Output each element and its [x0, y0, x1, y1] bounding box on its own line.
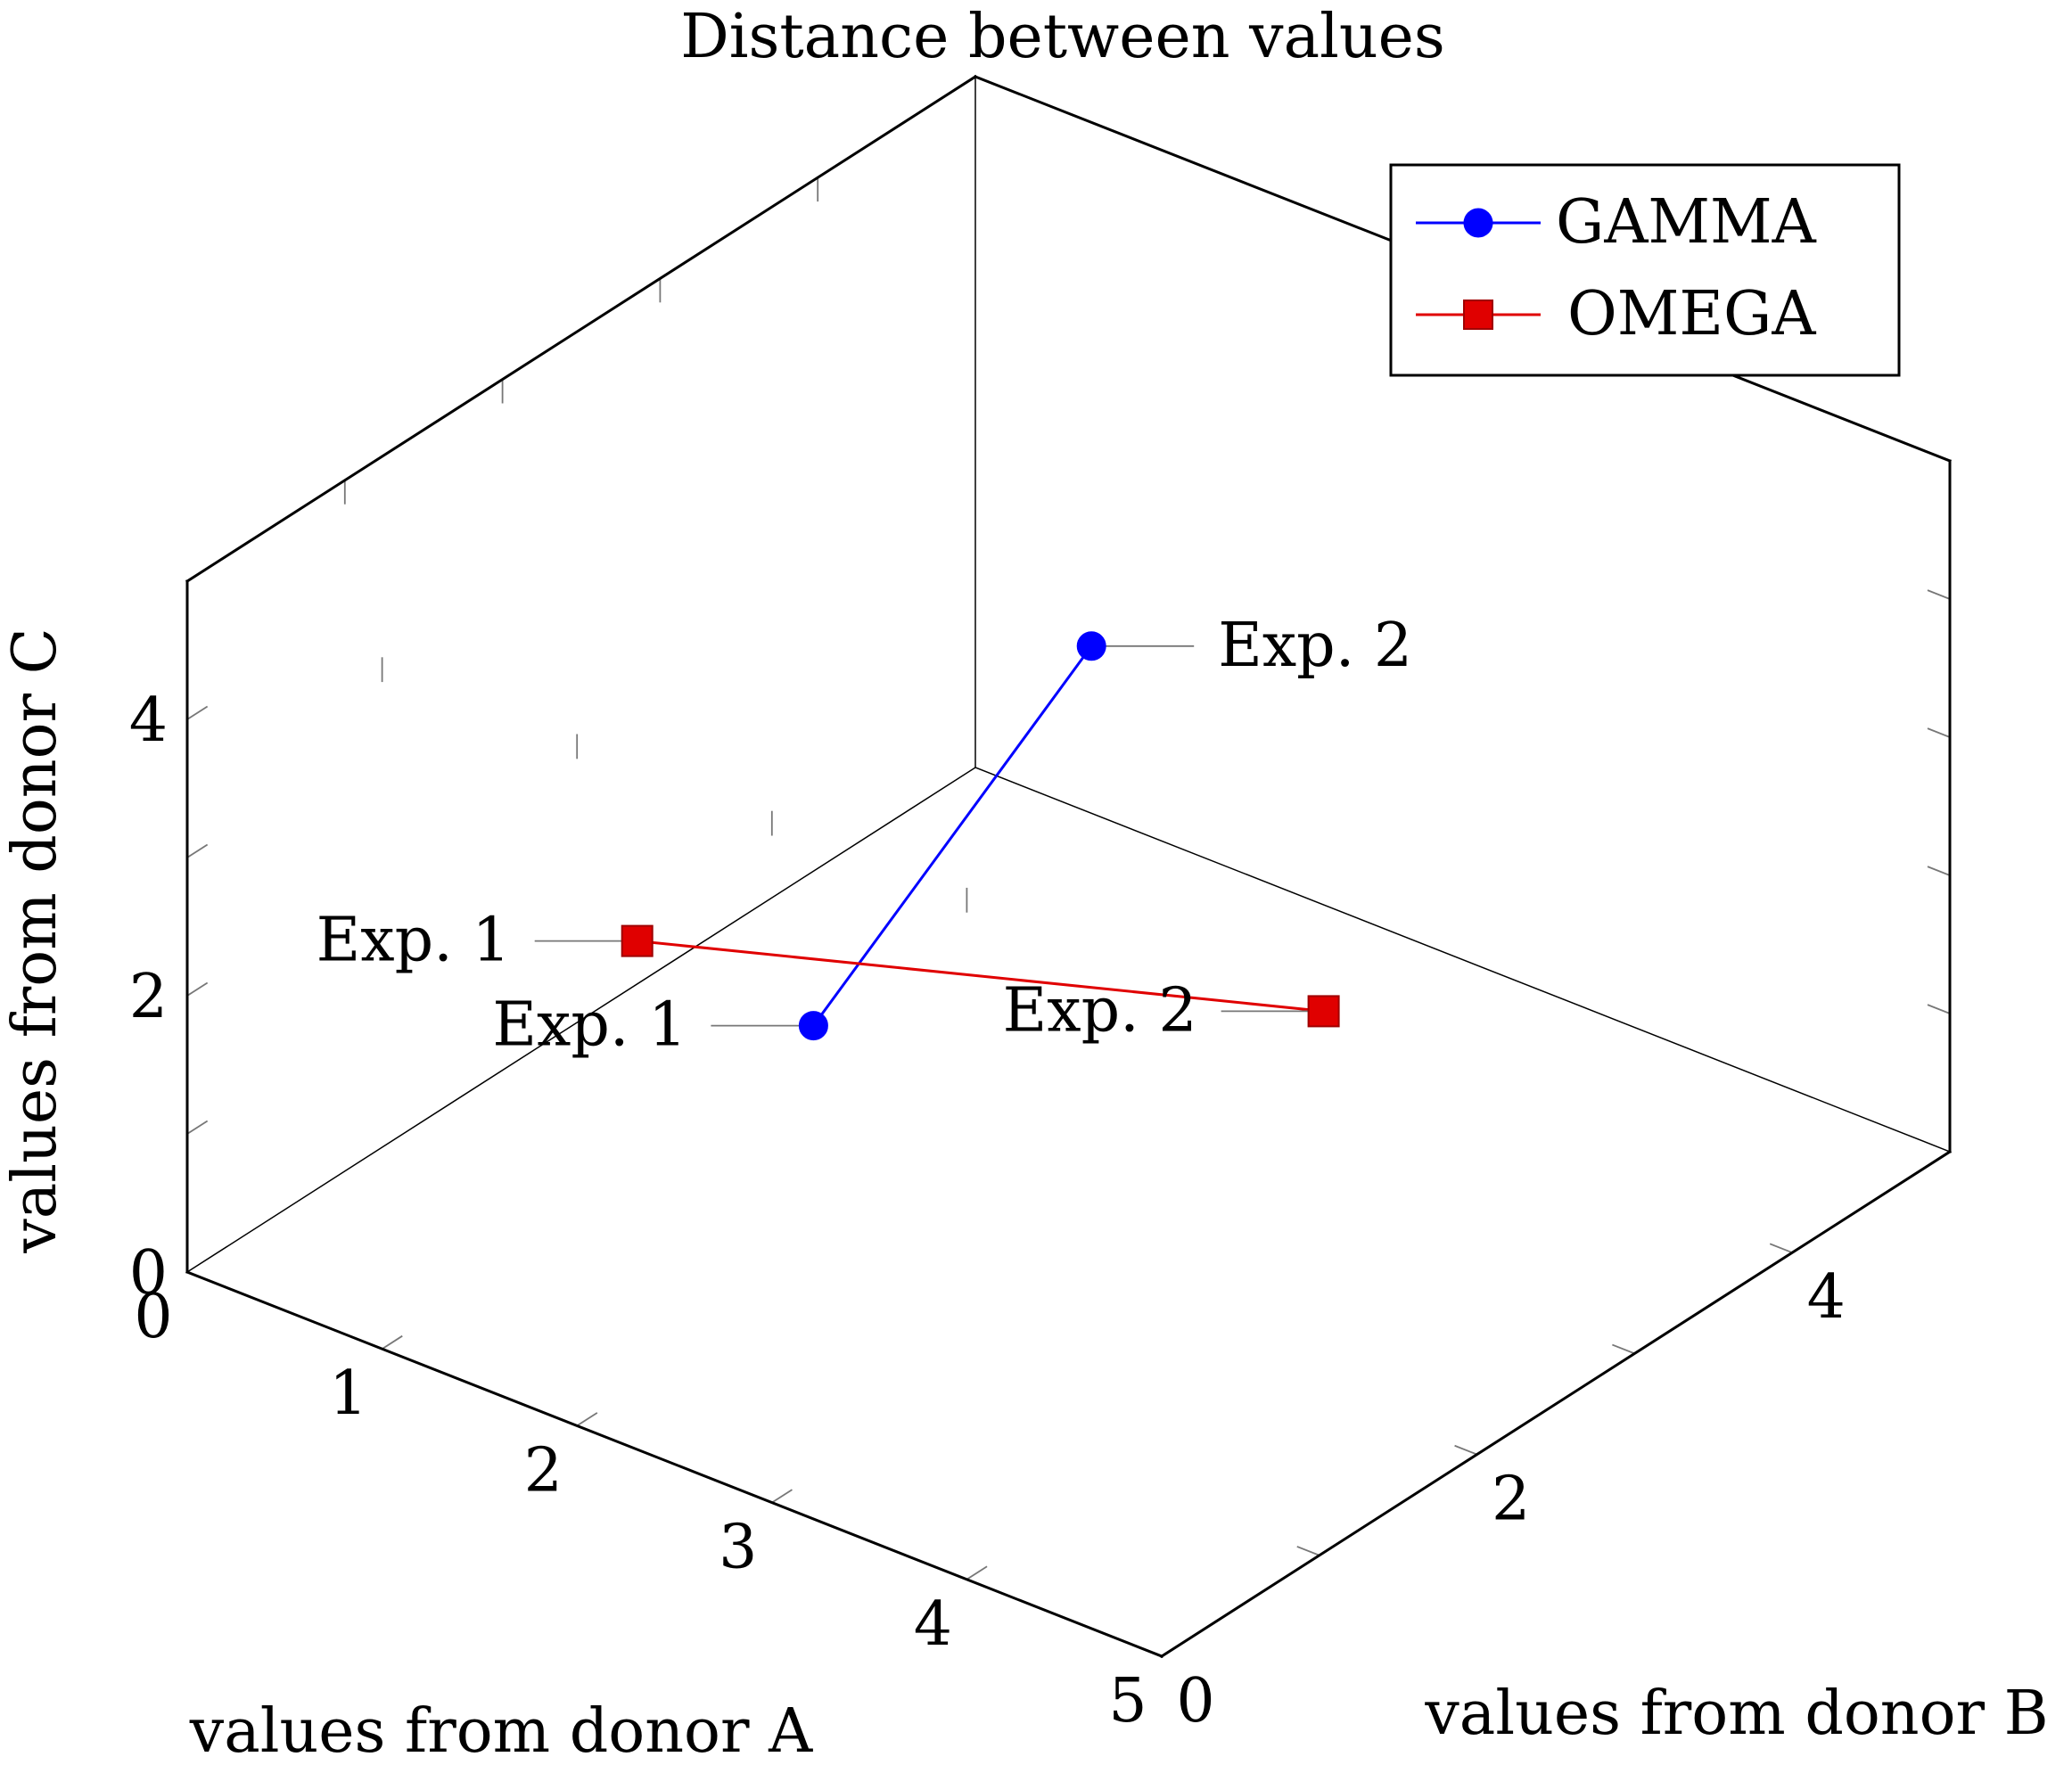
- axis-ticks: [185, 176, 1952, 1581]
- y-tick-label: 0: [1176, 1666, 1214, 1736]
- box-edge: [185, 74, 978, 584]
- y-tick-label: 2: [1492, 1465, 1530, 1535]
- z-axis-label: values from donor C: [0, 628, 70, 1253]
- box-edge: [185, 766, 977, 1274]
- z-tick-label: 4: [129, 685, 168, 756]
- legend-label-gamma: GAMMA: [1556, 187, 1817, 258]
- legend-label-omega: OMEGA: [1567, 279, 1816, 349]
- data-point: [798, 1011, 828, 1041]
- series-line-omega: [637, 940, 1324, 1013]
- series-layer: Exp. 1 Exp. 2 Exp. 1 Exp. 2: [317, 611, 1413, 1061]
- z-tick-label: 0: [129, 1238, 168, 1309]
- x-tick-label: 4: [914, 1589, 952, 1660]
- z-tick: [185, 843, 209, 859]
- z-tick-label: 2: [129, 962, 168, 1032]
- z-tick: [1927, 1004, 1952, 1015]
- x-tick: [770, 1489, 793, 1504]
- chart-title: Distance between values: [680, 2, 1445, 72]
- legend-box: [1389, 163, 1901, 377]
- x-tick-label: 0: [134, 1282, 172, 1352]
- x-tick-label: 1: [329, 1359, 367, 1429]
- data-point: [1307, 995, 1340, 1028]
- point-label: Exp. 1: [492, 990, 687, 1061]
- box-edge: [1159, 1149, 1953, 1659]
- y-tick: [1296, 1546, 1320, 1556]
- y-axis-label: values from donor B: [1424, 1679, 2048, 1749]
- point-label: Exp. 2: [1003, 975, 1197, 1046]
- data-point: [1076, 631, 1106, 661]
- y-tick: [1769, 1243, 1794, 1254]
- box-back-edges: [185, 76, 1951, 1274]
- legend-marker-gamma: [1463, 208, 1493, 238]
- z-tick: [185, 1120, 209, 1136]
- z-tick: [1927, 727, 1952, 739]
- z-tick: [1927, 589, 1952, 601]
- series-line-gamma: [812, 644, 1093, 1027]
- point-label: Exp. 1: [317, 906, 511, 976]
- x-tick-label: 2: [524, 1435, 563, 1506]
- x-tick-label: 5: [1108, 1666, 1147, 1736]
- data-point: [621, 924, 654, 957]
- x-axis-label: values from donor A: [189, 1696, 813, 1765]
- z-tick: [185, 981, 209, 997]
- x-tick: [381, 1334, 403, 1350]
- y-tick: [1454, 1444, 1478, 1456]
- z-tick: [185, 705, 209, 721]
- x-tick: [575, 1412, 598, 1427]
- box-edge: [185, 1270, 1163, 1658]
- point-label: Exp. 2: [1218, 611, 1412, 681]
- z-tick: [1927, 866, 1952, 877]
- y-tick: [1612, 1343, 1636, 1355]
- x-tick-label: 3: [719, 1513, 757, 1583]
- legend: GAMMA OMEGA: [1389, 163, 1901, 377]
- y-tick-label: 4: [1807, 1262, 1846, 1333]
- legend-marker-omega: [1463, 300, 1493, 330]
- box-edge: [974, 767, 1951, 1153]
- x-tick: [966, 1565, 988, 1581]
